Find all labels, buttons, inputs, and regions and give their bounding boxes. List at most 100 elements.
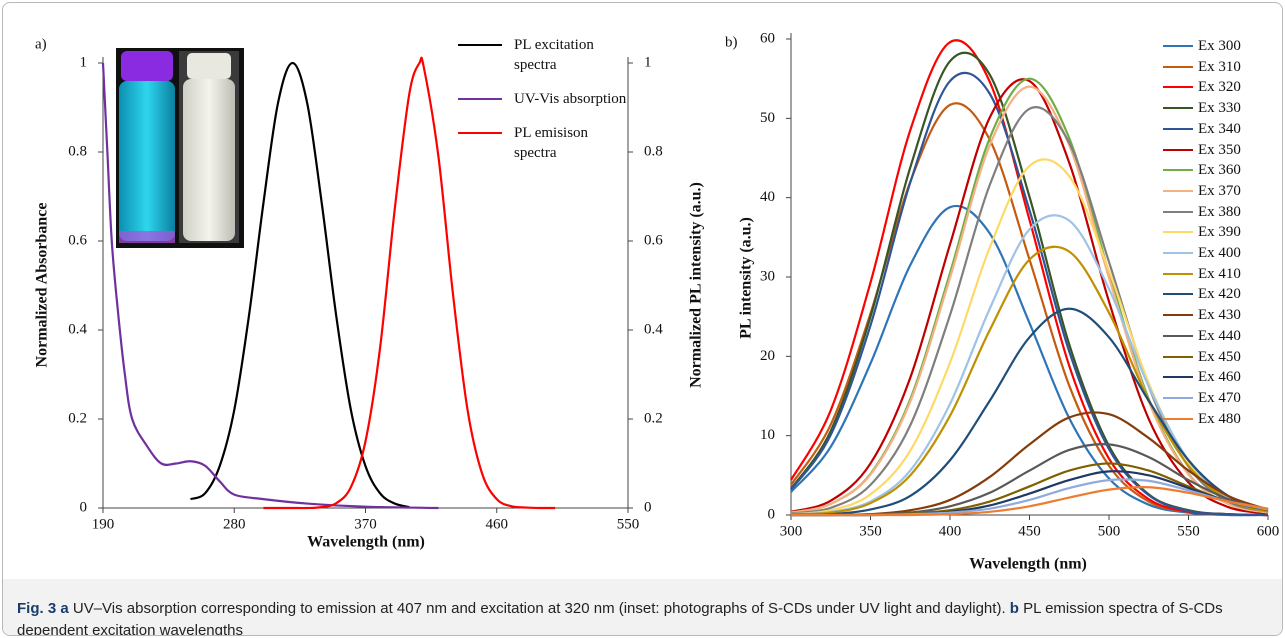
legend-item: Ex 340 — [1163, 119, 1273, 140]
legend-item: Ex 410 — [1163, 264, 1273, 285]
legend-item: Ex 380 — [1163, 202, 1273, 223]
legend-swatch — [458, 44, 502, 46]
legend-item: Ex 440 — [1163, 326, 1273, 347]
y-tick-label: 1 — [80, 54, 88, 70]
x-tick-label: 350 — [859, 523, 882, 539]
series-line — [190, 61, 410, 509]
y-tick-label: 0 — [80, 499, 88, 515]
legend-label: Ex 410 — [1198, 265, 1241, 282]
legend-swatch — [1163, 376, 1193, 379]
x-tick-label: 550 — [1177, 523, 1200, 539]
y-tick-label: 0.2 — [68, 410, 87, 426]
legend-item: Ex 430 — [1163, 305, 1273, 326]
caption-b-label: b — [1009, 600, 1019, 617]
y-tick-label: 20 — [760, 348, 775, 364]
legend-label: Ex 420 — [1198, 286, 1241, 303]
legend-label: Ex 480 — [1198, 410, 1241, 427]
y-tick-label: 40 — [760, 189, 775, 205]
y-tick-label: 30 — [760, 268, 775, 284]
legend-swatch — [1163, 231, 1193, 234]
legend-item: UV-Vis absorption — [458, 89, 633, 109]
x-tick-label: 280 — [223, 516, 246, 532]
y2-axis-label: Normalized PL intensity (a.u.) — [688, 182, 705, 388]
series-line — [790, 245, 1269, 516]
panel-label: b) — [725, 34, 738, 50]
legend-item: Ex 460 — [1163, 367, 1273, 388]
legend-item: Ex 350 — [1163, 140, 1273, 161]
caption-a-label: a — [60, 600, 69, 617]
y-tick-label: 0.8 — [68, 143, 87, 159]
legend-swatch — [1163, 314, 1193, 317]
legend-label: Ex 300 — [1198, 38, 1241, 54]
inset-photo — [116, 48, 244, 248]
series-line — [790, 78, 1269, 515]
series-line — [101, 62, 439, 510]
legend: PL excitation spectra UV-Vis absorption PL… — [458, 35, 633, 177]
legend-label: Ex 370 — [1198, 182, 1241, 199]
legend-swatch — [1163, 396, 1193, 399]
legend-label: Ex 470 — [1198, 389, 1241, 406]
legend-swatch — [1163, 210, 1193, 213]
y2-tick-label: 1 — [644, 54, 652, 70]
legend-swatch — [1163, 86, 1193, 89]
legend-label: UV-Vis absorption — [514, 91, 627, 107]
legend-item: Ex 450 — [1163, 347, 1273, 368]
legend-swatch — [1163, 127, 1193, 130]
y-axis-label: Normalized Absorbance — [34, 203, 51, 368]
legend-swatch — [1163, 189, 1193, 192]
legend-swatch — [1163, 272, 1193, 275]
legend-item: Ex 420 — [1163, 284, 1273, 305]
legend-item: Ex 400 — [1163, 243, 1273, 264]
legend-swatch — [1163, 252, 1193, 255]
legend-label: Ex 320 — [1198, 79, 1241, 96]
x-tick-label: 460 — [486, 516, 509, 532]
y-tick-label: 0.4 — [68, 321, 87, 337]
x-tick-label: 600 — [1257, 523, 1280, 539]
x-tick-label: 450 — [1018, 523, 1041, 539]
legend-item: PL excitation spectra — [458, 35, 633, 75]
chart-area: 190 280 370 460 55000.20.40.60.8100.20.40.60… — [34, 30, 1280, 573]
legend-label: Ex 350 — [1198, 141, 1241, 158]
series-line — [790, 85, 1269, 514]
series-line — [263, 56, 556, 510]
legend-label: Ex 460 — [1198, 369, 1241, 386]
panel-label: a) — [35, 36, 47, 52]
legend-swatch — [1163, 417, 1193, 420]
legend-item: Ex 360 — [1163, 160, 1273, 181]
legend-label: Ex 310 — [1198, 58, 1241, 75]
legend-item: Ex 370 — [1163, 181, 1273, 202]
x-tick-label: 400 — [939, 523, 962, 539]
legend-item: Ex 320 — [1163, 77, 1273, 98]
x-axis-label: Wavelength (nm) — [969, 556, 1087, 573]
legend-swatch — [458, 132, 502, 134]
legend-swatch — [1163, 45, 1193, 47]
legend-swatch — [1163, 107, 1193, 110]
caption-band — [3, 579, 1282, 635]
x-tick-label: 190 — [92, 516, 115, 532]
caption-a-text: UV–Vis absorption corresponding to emiss… — [72, 600, 1006, 617]
legend-item: Ex 300 — [1163, 36, 1273, 57]
legend-swatch — [458, 98, 502, 100]
legend-label: Ex 340 — [1198, 120, 1241, 137]
y2-tick-label: 0.6 — [644, 232, 663, 248]
y-tick-label: 60 — [760, 30, 775, 46]
legend-swatch — [1163, 169, 1193, 172]
y-tick-label: 0 — [768, 506, 776, 522]
series-line — [790, 486, 1269, 517]
legend-item: Ex 390 — [1163, 222, 1273, 243]
legend-label: Ex 380 — [1198, 203, 1241, 220]
legend-swatch — [1163, 293, 1193, 296]
legend-label: PL emisison spectra — [514, 125, 589, 161]
y-tick-label: 50 — [760, 110, 775, 126]
legend-label: PL excitation spectra — [514, 37, 594, 73]
y2-tick-label: 0.2 — [644, 410, 663, 426]
legend: Ex 300 Ex 310 Ex 320 Ex 330 Ex 340 Ex 350 Ex 3… — [1163, 36, 1273, 429]
x-tick-label: 550 — [617, 516, 640, 532]
legend-label: Ex 440 — [1198, 327, 1241, 344]
y-tick-label: 0.6 — [68, 232, 87, 248]
series-line — [790, 307, 1269, 517]
y-tick-label: 10 — [760, 427, 775, 443]
legend-label: Ex 430 — [1198, 307, 1241, 324]
y2-tick-label: 0 — [644, 499, 652, 515]
